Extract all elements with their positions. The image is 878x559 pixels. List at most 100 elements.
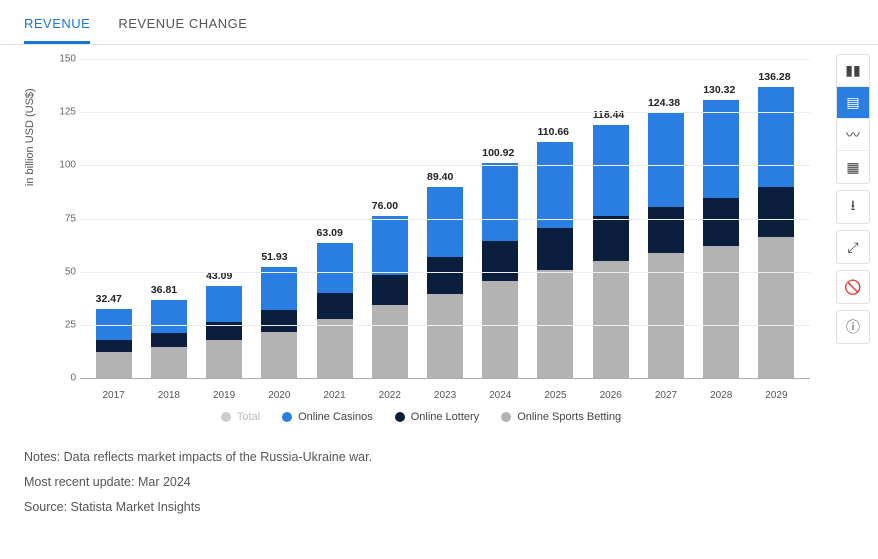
x-tick: 2022 xyxy=(362,390,417,401)
bar-stack[interactable]: 136.28 xyxy=(758,87,794,378)
x-tick: 2027 xyxy=(638,390,693,401)
bar-stack[interactable]: 118.44 xyxy=(593,125,629,378)
legend-swatch xyxy=(221,412,231,422)
y-axis-label: in billion USD (US$) xyxy=(24,88,36,186)
plot-area: 32.47 36.81 43.09 51.93 63.09 76.00 89.40 100.9… xyxy=(80,59,810,379)
chart-toolbar: ▮▮▤〰▦ ⭳ ⤢ 🚫 ⓘ xyxy=(836,54,870,344)
bar-segment xyxy=(96,352,132,378)
legend: Total Online Casinos Online Lottery Online … xyxy=(24,399,818,429)
bar-total-label: 110.66 xyxy=(537,126,569,138)
y-tick: 100 xyxy=(50,160,76,171)
x-tick: 2018 xyxy=(141,390,196,401)
bar-total-label: 89.40 xyxy=(427,171,453,183)
bar-segment xyxy=(537,142,573,228)
legend-label: Online Casinos xyxy=(298,411,373,423)
bar-stack[interactable]: 100.92 xyxy=(482,163,518,378)
bar-segment xyxy=(703,198,739,246)
legend-item[interactable]: Online Sports Betting xyxy=(501,411,621,423)
bar-segment xyxy=(427,187,463,257)
bar-segment xyxy=(703,246,739,378)
legend-label: Online Sports Betting xyxy=(517,411,621,423)
hide-icon[interactable]: 🚫 xyxy=(837,271,869,303)
bar-segment xyxy=(482,281,518,378)
bar-segment xyxy=(648,113,684,208)
bar-total-label: 100.92 xyxy=(482,147,514,159)
y-tick: 25 xyxy=(50,319,76,330)
bar-total-label: 136.28 xyxy=(758,71,790,83)
bar-segment xyxy=(372,216,408,275)
tab-revenue[interactable]: REVENUE xyxy=(24,10,90,44)
bar-segment xyxy=(206,340,242,378)
legend-item[interactable]: Total xyxy=(221,411,260,423)
bar-total-label: 118.44 xyxy=(593,109,625,121)
bar-total-label: 51.93 xyxy=(261,251,287,263)
bar-segment xyxy=(593,216,629,261)
bar-total-label: 130.32 xyxy=(703,84,735,96)
table-icon[interactable]: ▦ xyxy=(837,151,869,183)
bar-segment xyxy=(151,333,187,348)
bar-stack[interactable]: 130.32 xyxy=(703,100,739,378)
bar-stack[interactable]: 51.93 xyxy=(261,267,297,378)
bar-segment xyxy=(482,163,518,242)
info-icon[interactable]: ⓘ xyxy=(837,311,869,343)
tabs: REVENUE REVENUE CHANGE xyxy=(0,0,878,45)
x-tick: 2025 xyxy=(528,390,583,401)
bar-segment xyxy=(96,340,132,352)
bar-segment xyxy=(372,275,408,306)
bar-segment xyxy=(372,305,408,378)
y-tick: 125 xyxy=(50,107,76,118)
bar-segment xyxy=(758,237,794,378)
bar-segment xyxy=(261,310,297,332)
bar-segment xyxy=(261,267,297,310)
notes: Notes: Data reflects market impacts of t… xyxy=(0,437,878,532)
line-chart-icon[interactable]: 〰 xyxy=(837,119,869,151)
bar-stack[interactable]: 89.40 xyxy=(427,187,463,378)
y-tick: 150 xyxy=(50,54,76,65)
x-tick: 2017 xyxy=(86,390,141,401)
download-icon[interactable]: ⭳ xyxy=(837,191,869,223)
x-tick: 2021 xyxy=(307,390,362,401)
legend-label: Online Lottery xyxy=(411,411,479,423)
bar-total-label: 63.09 xyxy=(317,227,343,239)
bar-stack[interactable]: 43.09 xyxy=(206,286,242,378)
legend-item[interactable]: Online Casinos xyxy=(282,411,373,423)
legend-swatch xyxy=(501,412,511,422)
bar-total-label: 124.38 xyxy=(648,97,680,109)
bar-segment xyxy=(261,332,297,378)
bar-stack[interactable]: 76.00 xyxy=(372,216,408,378)
stacked-bar-icon[interactable]: ▤ xyxy=(837,87,869,119)
bar-segment xyxy=(151,347,187,378)
x-tick: 2026 xyxy=(583,390,638,401)
legend-label: Total xyxy=(237,411,260,423)
x-tick: 2028 xyxy=(694,390,749,401)
bar-total-label: 76.00 xyxy=(372,200,398,212)
notes-source: Source: Statista Market Insights xyxy=(24,495,854,520)
legend-item[interactable]: Online Lottery xyxy=(395,411,479,423)
bar-segment xyxy=(593,261,629,378)
y-tick: 0 xyxy=(50,373,76,384)
bar-segment xyxy=(317,319,353,378)
notes-update: Most recent update: Mar 2024 xyxy=(24,470,854,495)
bar-segment xyxy=(427,294,463,378)
bar-segment xyxy=(317,293,353,320)
bar-stack[interactable]: 36.81 xyxy=(151,300,187,379)
bar-segment xyxy=(593,125,629,216)
bar-chart-icon[interactable]: ▮▮ xyxy=(837,55,869,87)
expand-icon[interactable]: ⤢ xyxy=(837,231,869,263)
tab-revenue-change[interactable]: REVENUE CHANGE xyxy=(118,10,247,44)
legend-swatch xyxy=(282,412,292,422)
bar-stack[interactable]: 110.66 xyxy=(537,142,573,378)
bar-stack[interactable]: 124.38 xyxy=(648,113,684,378)
bar-segment xyxy=(703,100,739,198)
bar-stack[interactable]: 32.47 xyxy=(96,309,132,378)
x-tick: 2024 xyxy=(473,390,528,401)
y-tick: 50 xyxy=(50,266,76,277)
bar-segment xyxy=(648,207,684,253)
bar-segment xyxy=(317,243,353,292)
x-tick: 2020 xyxy=(252,390,307,401)
y-tick: 75 xyxy=(50,213,76,224)
notes-line: Notes: Data reflects market impacts of t… xyxy=(24,445,854,470)
bar-segment xyxy=(758,187,794,237)
bar-stack[interactable]: 63.09 xyxy=(317,243,353,378)
x-tick: 2023 xyxy=(417,390,472,401)
